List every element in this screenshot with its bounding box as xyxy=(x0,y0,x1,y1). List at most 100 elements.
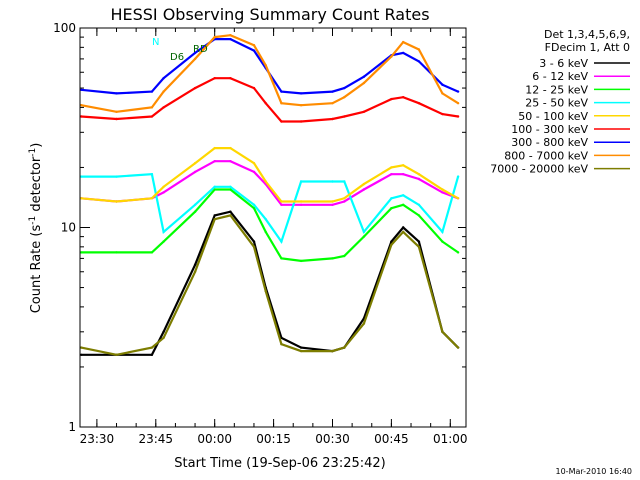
series-point xyxy=(193,203,197,206)
series-point xyxy=(299,203,303,206)
y-tick-label: 1 xyxy=(68,420,76,434)
series-point xyxy=(299,259,303,263)
series-point xyxy=(162,77,165,80)
x-axis: 23:30 23:45 00:00 00:15 00:30 00:45 01:00 xyxy=(80,28,468,446)
series-point xyxy=(213,77,216,80)
series-point xyxy=(115,92,118,95)
series-point xyxy=(229,34,232,37)
series-point xyxy=(331,257,334,260)
series-point xyxy=(402,230,405,234)
series-point xyxy=(213,160,216,163)
series-point xyxy=(162,106,165,109)
series-point xyxy=(390,173,393,176)
series-point xyxy=(331,90,334,93)
series-point xyxy=(456,346,460,349)
series-point xyxy=(331,102,334,105)
legend-label: 100 - 300 keV xyxy=(511,123,588,136)
series-point xyxy=(343,86,346,90)
x-tick-label: 00:00 xyxy=(197,432,232,446)
series-point xyxy=(80,115,83,118)
series-point xyxy=(441,83,444,86)
series-point xyxy=(441,240,444,243)
series-point xyxy=(441,92,444,95)
series-point xyxy=(362,230,366,234)
y-tick-label: 100 xyxy=(53,21,76,35)
series-point xyxy=(264,102,267,105)
series-point xyxy=(115,200,118,203)
series-point xyxy=(441,191,444,194)
chart-title: HESSI Observing Summary Count Rates xyxy=(110,5,429,24)
legend-label: 25 - 50 keV xyxy=(525,97,588,110)
series-point xyxy=(402,173,405,176)
x-tick-label: 00:15 xyxy=(256,432,291,446)
series-point xyxy=(402,203,405,206)
series-point xyxy=(299,346,303,349)
series-point xyxy=(441,188,444,191)
series-point xyxy=(343,200,346,203)
series-point xyxy=(229,185,232,188)
series-point xyxy=(229,210,232,213)
series-point xyxy=(252,44,256,47)
series-point xyxy=(213,35,216,39)
series-point xyxy=(343,115,346,118)
series-point xyxy=(417,203,421,206)
x-axis-label: Start Time (19-Sep-06 23:25:42) xyxy=(174,456,385,471)
series-point xyxy=(229,160,232,163)
series-point xyxy=(280,120,283,123)
legend-label: 7000 - 20000 keV xyxy=(490,163,588,176)
series-point xyxy=(162,336,165,339)
series-point xyxy=(150,90,154,93)
series-point xyxy=(150,106,154,109)
x-tick-label: 23:45 xyxy=(138,432,173,446)
series-point xyxy=(162,240,165,243)
series-line-7 xyxy=(81,37,459,95)
series-point xyxy=(299,349,303,353)
series-point xyxy=(331,117,334,121)
series-point xyxy=(390,55,393,58)
series-point xyxy=(280,200,283,203)
series-point xyxy=(80,104,83,107)
series-point xyxy=(80,251,83,254)
y-tick-label: 10 xyxy=(61,221,76,235)
series-point xyxy=(280,343,283,346)
series-point xyxy=(150,197,154,200)
series-point xyxy=(150,353,154,356)
y-axis-label-exp2: -1 xyxy=(28,148,38,157)
y-axis-label-main: Count Rate (s xyxy=(29,225,44,314)
legend-label: 6 - 12 keV xyxy=(532,70,588,83)
series-point xyxy=(193,210,197,213)
series-point xyxy=(213,185,216,188)
series-point xyxy=(213,146,216,150)
series-point xyxy=(150,251,154,254)
series-point xyxy=(280,203,283,206)
series-point xyxy=(402,226,405,229)
series-point xyxy=(193,263,197,266)
series-point xyxy=(456,251,460,254)
series-point xyxy=(213,218,216,221)
series-line-6 xyxy=(81,77,459,123)
series-point xyxy=(417,245,421,248)
series-point xyxy=(402,194,405,197)
legend-header-line1: Det 1,3,4,5,6,9, xyxy=(544,28,630,41)
series-point xyxy=(280,257,283,260)
series-point xyxy=(402,96,405,99)
series-point xyxy=(362,75,366,78)
series-point xyxy=(252,162,256,165)
series-point xyxy=(115,117,118,121)
y-axis-label-mid: detector xyxy=(29,156,44,216)
series-point xyxy=(402,40,405,44)
series-point xyxy=(362,188,366,191)
series-point xyxy=(417,173,421,176)
annotation-d6: D6 xyxy=(170,52,184,63)
series-point xyxy=(213,188,216,191)
series-point xyxy=(343,180,346,183)
series-point xyxy=(213,214,216,217)
series-point xyxy=(343,346,346,349)
series-line-9 xyxy=(80,214,459,356)
series-point xyxy=(417,214,421,217)
series-point xyxy=(362,81,366,85)
series-point xyxy=(252,49,256,52)
series-point xyxy=(193,51,197,55)
series-point xyxy=(299,104,303,107)
legend: Det 1,3,4,5,6,9, FDecim 1, Att 0 3 - 6 k… xyxy=(490,28,630,176)
